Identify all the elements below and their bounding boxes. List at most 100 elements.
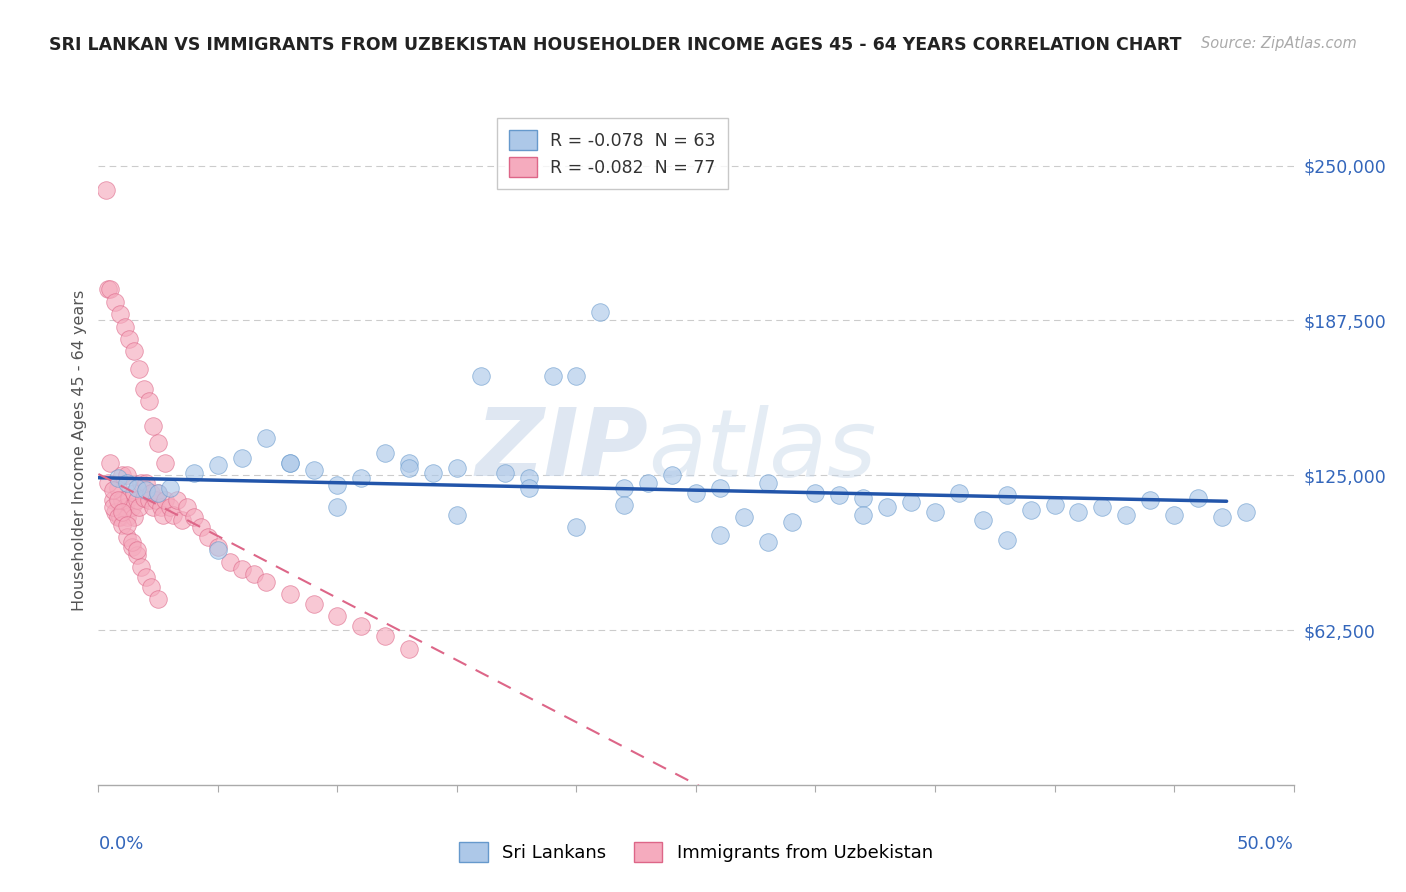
Point <box>128 500 150 515</box>
Point <box>155 456 177 470</box>
Point <box>231 450 253 465</box>
Point <box>114 500 136 515</box>
Point <box>104 505 127 519</box>
Point <box>326 500 349 515</box>
Point <box>124 344 146 359</box>
Point <box>176 500 198 515</box>
Point <box>142 418 165 433</box>
Point <box>254 574 277 589</box>
Point <box>565 520 588 534</box>
Point <box>135 483 157 497</box>
Point <box>111 505 134 519</box>
Point <box>131 475 153 490</box>
Point <box>197 530 219 544</box>
Point <box>470 369 492 384</box>
Point <box>125 493 148 508</box>
Point <box>995 488 1018 502</box>
Point <box>1139 493 1161 508</box>
Point <box>589 304 612 318</box>
Point <box>115 530 138 544</box>
Point <box>94 183 117 197</box>
Point <box>159 481 181 495</box>
Point <box>852 508 875 522</box>
Point <box>149 500 172 515</box>
Point <box>125 481 148 495</box>
Point <box>207 540 229 554</box>
Point <box>804 485 827 500</box>
Point <box>98 456 122 470</box>
Point <box>166 493 188 508</box>
Point <box>231 562 253 576</box>
Point <box>398 456 420 470</box>
Point <box>121 540 143 554</box>
Point <box>207 542 229 557</box>
Point <box>398 641 420 656</box>
Point <box>326 478 349 492</box>
Point <box>107 510 129 524</box>
Point <box>148 436 170 450</box>
Point <box>115 468 138 483</box>
Point <box>517 471 540 485</box>
Point <box>422 466 444 480</box>
Point <box>733 510 755 524</box>
Point <box>565 369 588 384</box>
Point <box>278 456 301 470</box>
Point <box>326 609 349 624</box>
Point <box>124 485 146 500</box>
Point <box>128 361 150 376</box>
Point <box>661 468 683 483</box>
Point <box>148 592 170 607</box>
Point <box>101 500 124 515</box>
Point <box>138 393 160 408</box>
Point <box>139 580 162 594</box>
Point <box>302 463 325 477</box>
Point <box>115 517 138 532</box>
Point <box>148 485 170 500</box>
Point <box>115 475 138 490</box>
Point <box>135 475 157 490</box>
Point <box>278 456 301 470</box>
Point <box>1234 505 1257 519</box>
Point <box>685 485 707 500</box>
Point <box>183 466 205 480</box>
Point <box>121 535 143 549</box>
Point <box>900 495 922 509</box>
Text: atlas: atlas <box>648 405 876 496</box>
Point <box>1163 508 1185 522</box>
Point <box>132 382 155 396</box>
Point <box>876 500 898 515</box>
Point <box>125 542 148 557</box>
Point <box>1091 500 1114 515</box>
Point <box>101 493 124 508</box>
Point <box>852 491 875 505</box>
Point <box>446 508 468 522</box>
Point <box>135 570 157 584</box>
Point <box>131 560 153 574</box>
Point <box>148 485 170 500</box>
Point <box>1043 498 1066 512</box>
Point <box>350 471 373 485</box>
Text: ZIP: ZIP <box>475 404 648 497</box>
Point <box>243 567 266 582</box>
Point <box>828 488 851 502</box>
Point <box>98 282 122 296</box>
Point <box>207 458 229 473</box>
Point <box>219 555 242 569</box>
Point <box>374 446 396 460</box>
Y-axis label: Householder Income Ages 45 - 64 years: Householder Income Ages 45 - 64 years <box>72 290 87 611</box>
Point <box>172 513 194 527</box>
Text: Source: ZipAtlas.com: Source: ZipAtlas.com <box>1201 36 1357 51</box>
Point <box>183 510 205 524</box>
Point <box>114 319 136 334</box>
Point <box>1115 508 1137 522</box>
Point <box>398 460 420 475</box>
Point <box>446 460 468 475</box>
Point <box>756 535 779 549</box>
Point <box>254 431 277 445</box>
Point <box>132 491 155 505</box>
Point <box>108 307 131 321</box>
Point <box>97 475 120 490</box>
Point <box>124 510 146 524</box>
Point <box>494 466 516 480</box>
Point <box>118 491 141 505</box>
